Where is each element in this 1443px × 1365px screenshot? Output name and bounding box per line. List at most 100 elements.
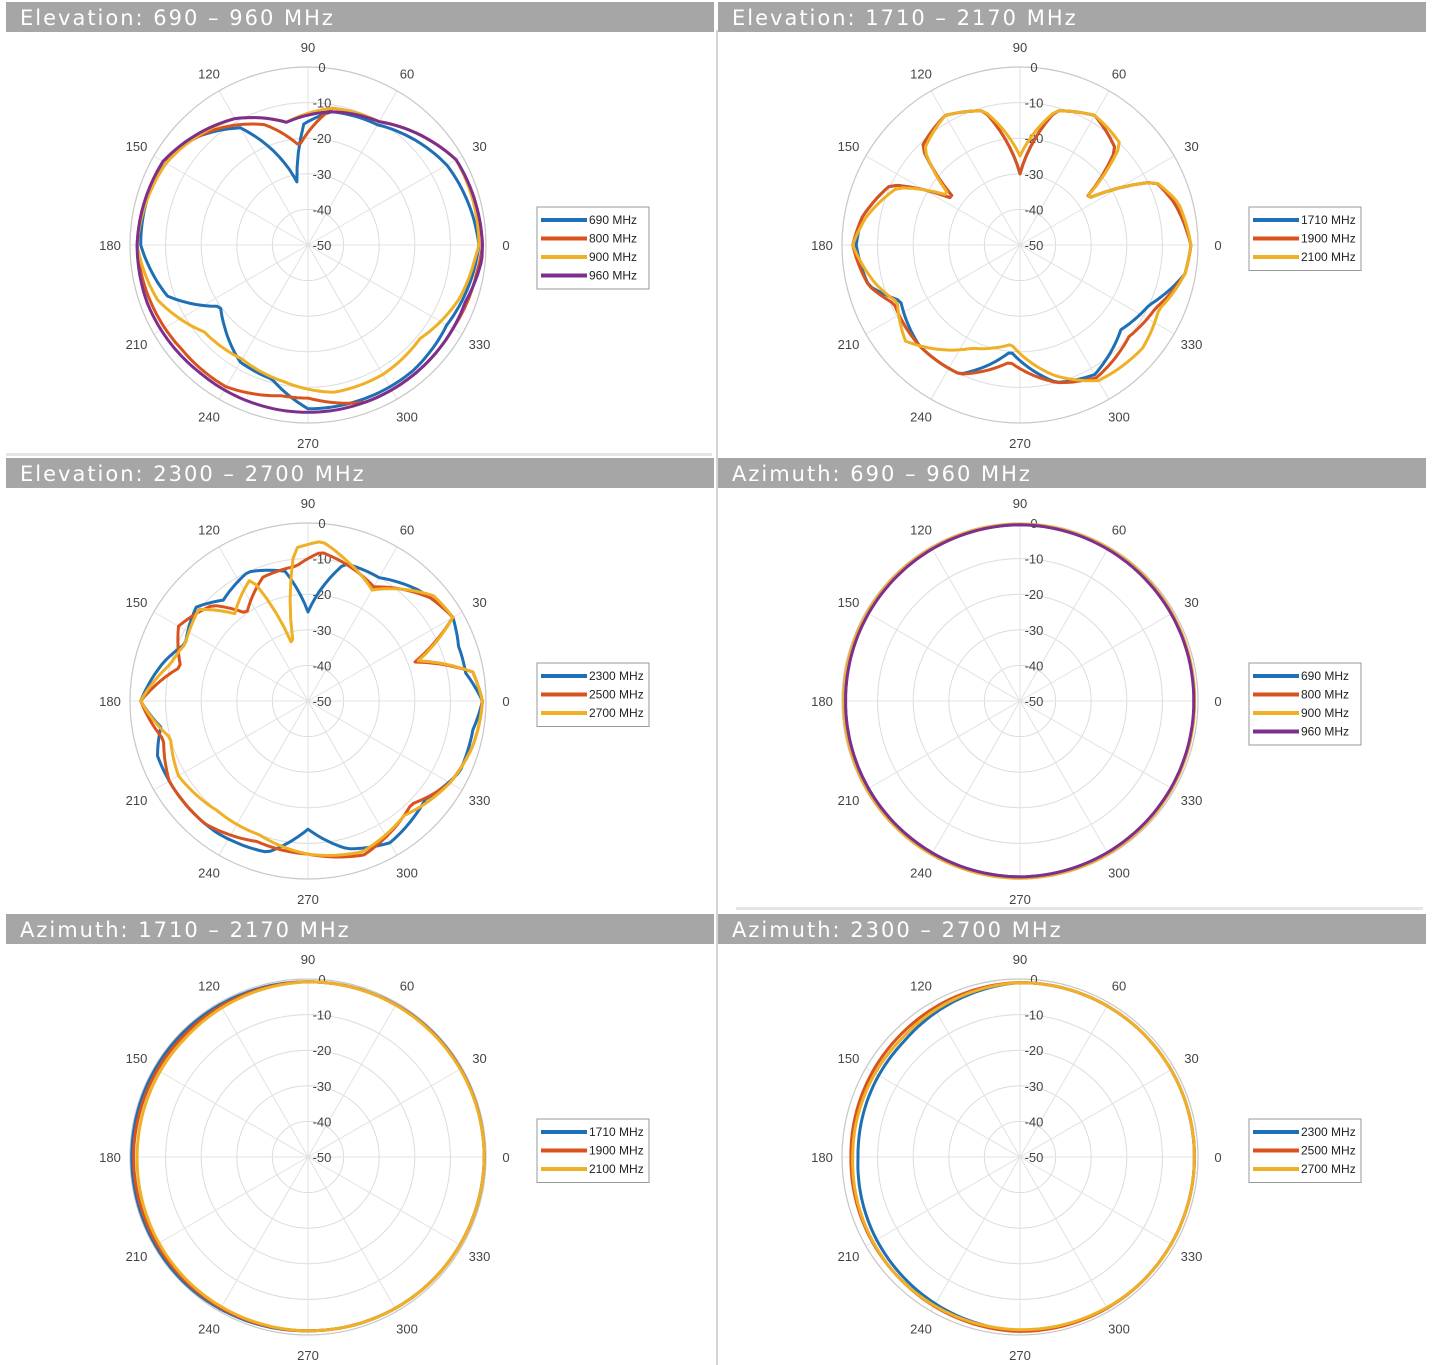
grid-spoke <box>218 90 309 246</box>
panel-title: Elevation: 690 – 960 MHz <box>6 2 714 32</box>
grid-spoke <box>218 244 309 400</box>
radial-tick-label: 0 <box>318 972 325 987</box>
angle-label: 330 <box>1181 793 1203 808</box>
polar-grid <box>841 522 1199 880</box>
grid-spoke <box>865 700 1021 791</box>
horizontal-divider-right <box>736 907 1423 910</box>
panel-title: Elevation: 1710 – 2170 MHz <box>718 2 1426 32</box>
legend-label: 2300 MHz <box>589 669 644 683</box>
angle-label: 0 <box>502 694 509 709</box>
grid-spoke <box>930 700 1021 856</box>
angle-label: 210 <box>126 1249 148 1264</box>
angle-label: 240 <box>910 866 932 881</box>
outer-ring <box>129 978 487 1336</box>
radial-tick-label: -30 <box>1025 1079 1044 1094</box>
chart-panel-elevation-mid: Elevation: 1710 – 2170 MHz 0 30 60 90 120 150… <box>712 0 1426 452</box>
grid-spoke <box>153 1156 309 1247</box>
grid-spoke <box>930 244 1021 400</box>
series-line <box>139 551 484 859</box>
grid-spoke <box>930 1002 1021 1158</box>
angle-label: 180 <box>99 238 121 253</box>
legend-label: 2100 MHz <box>589 1162 644 1176</box>
polar-grid <box>129 66 487 424</box>
angle-label: 60 <box>400 523 414 538</box>
grid-spoke <box>930 546 1021 702</box>
polar-chart: 0 30 60 90 120 150 180 210 240 270 300 330 0 -10 -20 -3… <box>99 40 650 451</box>
angle-label: 0 <box>1214 1150 1221 1165</box>
angle-label: 330 <box>469 793 491 808</box>
grid-spoke <box>307 155 463 246</box>
legend: 1710 MHz 1900 MHz 2100 MHz <box>536 1118 650 1183</box>
angle-label: 30 <box>1184 595 1198 610</box>
legend: 1710 MHz 1900 MHz 2100 MHz <box>1248 206 1362 271</box>
angle-label: 210 <box>838 793 860 808</box>
series-line <box>135 110 484 414</box>
legend-label: 690 MHz <box>589 213 637 227</box>
radial-tick-label: -20 <box>313 1043 332 1058</box>
angle-label: 300 <box>396 1322 418 1337</box>
angle-label: 330 <box>469 1249 491 1264</box>
radial-tick-label: -50 <box>1025 238 1044 253</box>
radial-tick-label: -40 <box>1025 658 1044 673</box>
grid-spoke <box>1019 611 1175 702</box>
grid-spoke <box>218 1156 309 1312</box>
legend: 2300 MHz 2500 MHz 2700 MHz <box>1248 1118 1362 1183</box>
angle-label: 300 <box>396 410 418 425</box>
grid-spoke <box>307 244 398 400</box>
angle-label: 240 <box>198 410 220 425</box>
legend-label: 960 MHz <box>589 269 637 283</box>
radial-tick-label: 0 <box>318 516 325 531</box>
radial-tick-label: -50 <box>313 694 332 709</box>
angle-label: 60 <box>1112 979 1126 994</box>
radial-tick-label: -10 <box>1025 552 1044 567</box>
grid-spoke <box>865 1067 1021 1158</box>
legend-label: 1900 MHz <box>589 1144 644 1158</box>
grid-spoke <box>153 155 309 246</box>
angle-label: 180 <box>99 694 121 709</box>
angle-label: 120 <box>910 523 932 538</box>
polar-grid <box>841 978 1199 1336</box>
radial-tick-label: -40 <box>1025 1114 1044 1129</box>
grid-spoke <box>307 546 398 702</box>
radial-tick-label: 0 <box>1030 60 1037 75</box>
angle-label: 30 <box>472 139 486 154</box>
radial-tick-label: -10 <box>1025 96 1044 111</box>
radial-tick-label: -30 <box>1025 167 1044 182</box>
angle-label: 270 <box>297 1348 319 1363</box>
legend: 690 MHz 800 MHz 900 MHz 960 MHz <box>536 206 650 290</box>
legend-label: 1710 MHz <box>589 1125 644 1139</box>
angle-label: 30 <box>472 1051 486 1066</box>
legend-label: 1710 MHz <box>1301 213 1356 227</box>
radial-tick-label: -20 <box>1025 1043 1044 1058</box>
chart-panel-elevation-low: Elevation: 690 – 960 MHz 0 30 60 90 120 150 18… <box>0 0 714 452</box>
angle-label: 0 <box>502 1150 509 1165</box>
grid-spoke <box>1019 155 1175 246</box>
radial-tick-label: -30 <box>313 167 332 182</box>
grid-spoke <box>1019 546 1110 702</box>
angle-label: 240 <box>910 1322 932 1337</box>
angle-label: 270 <box>1009 436 1031 451</box>
angle-label: 150 <box>126 1051 148 1066</box>
legend-label: 900 MHz <box>589 250 637 264</box>
radial-tick-label: 0 <box>318 60 325 75</box>
radial-tick-label: -30 <box>313 1079 332 1094</box>
vertical-divider <box>716 30 718 1365</box>
outer-ring <box>129 66 487 424</box>
grid-spoke <box>865 611 1021 702</box>
legend: 690 MHz 800 MHz 900 MHz 960 MHz <box>1248 662 1362 746</box>
angle-label: 60 <box>400 979 414 994</box>
outer-ring <box>841 978 1199 1336</box>
series-line <box>851 981 1196 1332</box>
grid-spoke <box>307 90 398 246</box>
radial-tick-label: -50 <box>1025 1150 1044 1165</box>
radial-tick-label: -50 <box>1025 694 1044 709</box>
angle-label: 120 <box>910 979 932 994</box>
angle-label: 0 <box>1214 238 1221 253</box>
angle-label: 150 <box>838 139 860 154</box>
grid-spoke <box>1019 244 1175 335</box>
grid-spoke <box>307 1156 398 1312</box>
grid-spoke <box>307 700 463 791</box>
angle-label: 300 <box>1108 866 1130 881</box>
angle-label: 330 <box>1181 337 1203 352</box>
legend-label: 2500 MHz <box>589 688 644 702</box>
